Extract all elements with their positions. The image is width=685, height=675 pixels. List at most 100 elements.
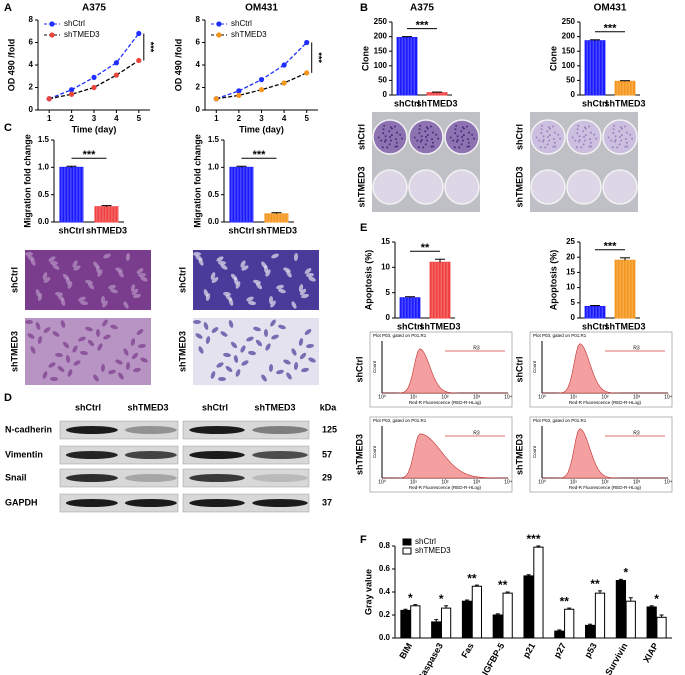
legend-label: shCtrl bbox=[231, 19, 252, 28]
colony bbox=[576, 128, 579, 131]
colony bbox=[548, 134, 551, 137]
cell bbox=[65, 355, 71, 363]
colony bbox=[383, 140, 386, 143]
cell bbox=[278, 324, 286, 330]
x-tick-label: shTMED3 bbox=[604, 98, 645, 108]
cell bbox=[55, 291, 63, 297]
blot-band bbox=[65, 499, 118, 507]
colony bbox=[574, 139, 577, 142]
x-tick-label: 4 bbox=[282, 114, 287, 123]
y-tick-label: 0 bbox=[29, 105, 34, 114]
cell bbox=[95, 329, 101, 337]
point bbox=[91, 84, 97, 91]
cell bbox=[241, 265, 249, 271]
colony bbox=[540, 132, 543, 135]
dish bbox=[602, 169, 638, 205]
x-tick-label: shCtrl bbox=[582, 98, 608, 108]
cell bbox=[276, 284, 284, 290]
cell bbox=[230, 341, 238, 349]
y-tick-label: 2 bbox=[29, 83, 34, 92]
kda-label: 57 bbox=[322, 449, 332, 459]
colony bbox=[420, 138, 423, 141]
panel-letter: F bbox=[360, 534, 367, 546]
colony bbox=[416, 139, 419, 142]
point bbox=[258, 77, 265, 83]
colony bbox=[580, 146, 583, 149]
point bbox=[69, 91, 75, 97]
point bbox=[304, 70, 310, 76]
flow-x-tick: 10² bbox=[601, 394, 609, 400]
cell bbox=[102, 319, 108, 327]
cell bbox=[123, 301, 129, 309]
colony bbox=[552, 145, 555, 148]
y-tick-label: 15 bbox=[381, 237, 390, 246]
cell bbox=[131, 288, 139, 296]
x-tick-label: Fas bbox=[459, 641, 475, 659]
flow-title: Plot P03, gated on P01.R1 bbox=[373, 333, 427, 338]
colony bbox=[590, 145, 593, 148]
cell bbox=[78, 296, 86, 302]
panel-letter: E bbox=[360, 222, 367, 234]
blot-strip bbox=[59, 420, 179, 440]
flow-title: Plot P03, gated on P01.R1 bbox=[533, 418, 587, 423]
point bbox=[46, 96, 52, 102]
y-tick-label: 0.5 bbox=[38, 190, 50, 199]
cell bbox=[246, 336, 254, 342]
row-label: shCtrl bbox=[9, 267, 19, 293]
colony bbox=[426, 139, 429, 142]
cell bbox=[97, 269, 103, 277]
cell bbox=[205, 293, 211, 301]
colony bbox=[583, 136, 585, 138]
y-tick-label: 50 bbox=[566, 76, 575, 85]
row-label: shCtrl bbox=[514, 356, 524, 382]
bar bbox=[554, 630, 565, 639]
y-tick-label: 200 bbox=[562, 32, 576, 41]
bar bbox=[656, 616, 667, 639]
flow-panel bbox=[529, 331, 673, 408]
point bbox=[281, 62, 287, 68]
colony bbox=[454, 128, 457, 131]
point bbox=[136, 57, 142, 64]
cell bbox=[108, 284, 116, 290]
cell bbox=[216, 362, 224, 368]
colony bbox=[425, 136, 427, 138]
colony bbox=[584, 127, 587, 130]
significance: ** bbox=[498, 578, 508, 592]
colony bbox=[413, 136, 416, 139]
x-tick-label: 5 bbox=[304, 114, 309, 123]
colony bbox=[589, 141, 592, 144]
cell bbox=[125, 253, 131, 261]
cell bbox=[265, 269, 271, 277]
colony bbox=[577, 140, 580, 143]
cell bbox=[301, 293, 309, 299]
colony bbox=[466, 138, 469, 141]
blot-strip bbox=[182, 468, 310, 488]
kda-label: 29 bbox=[322, 472, 332, 482]
colony bbox=[559, 137, 562, 140]
blot-band bbox=[252, 451, 308, 459]
cell bbox=[304, 329, 312, 335]
colony bbox=[462, 127, 465, 130]
panel-letter: C bbox=[4, 122, 12, 134]
x-tick-label: shCtrl bbox=[397, 321, 423, 331]
cell bbox=[72, 345, 78, 353]
cell bbox=[255, 282, 263, 290]
y-tick-label: 0 bbox=[571, 313, 576, 322]
y-axis-label: OD 490 /fold bbox=[173, 39, 183, 92]
cell bbox=[263, 329, 269, 337]
bar bbox=[585, 624, 596, 639]
y-tick-label: 50 bbox=[378, 76, 387, 85]
colony bbox=[620, 127, 623, 130]
colony bbox=[381, 146, 384, 149]
cell bbox=[30, 258, 36, 266]
cell bbox=[298, 284, 304, 292]
colony bbox=[419, 124, 422, 127]
significance: * bbox=[408, 591, 413, 605]
colony bbox=[419, 140, 422, 143]
x-tick-label: 4 bbox=[114, 114, 119, 123]
colony bbox=[466, 145, 469, 148]
colony bbox=[455, 140, 458, 143]
bar bbox=[229, 166, 254, 223]
colony bbox=[554, 145, 557, 148]
cell bbox=[211, 277, 219, 283]
